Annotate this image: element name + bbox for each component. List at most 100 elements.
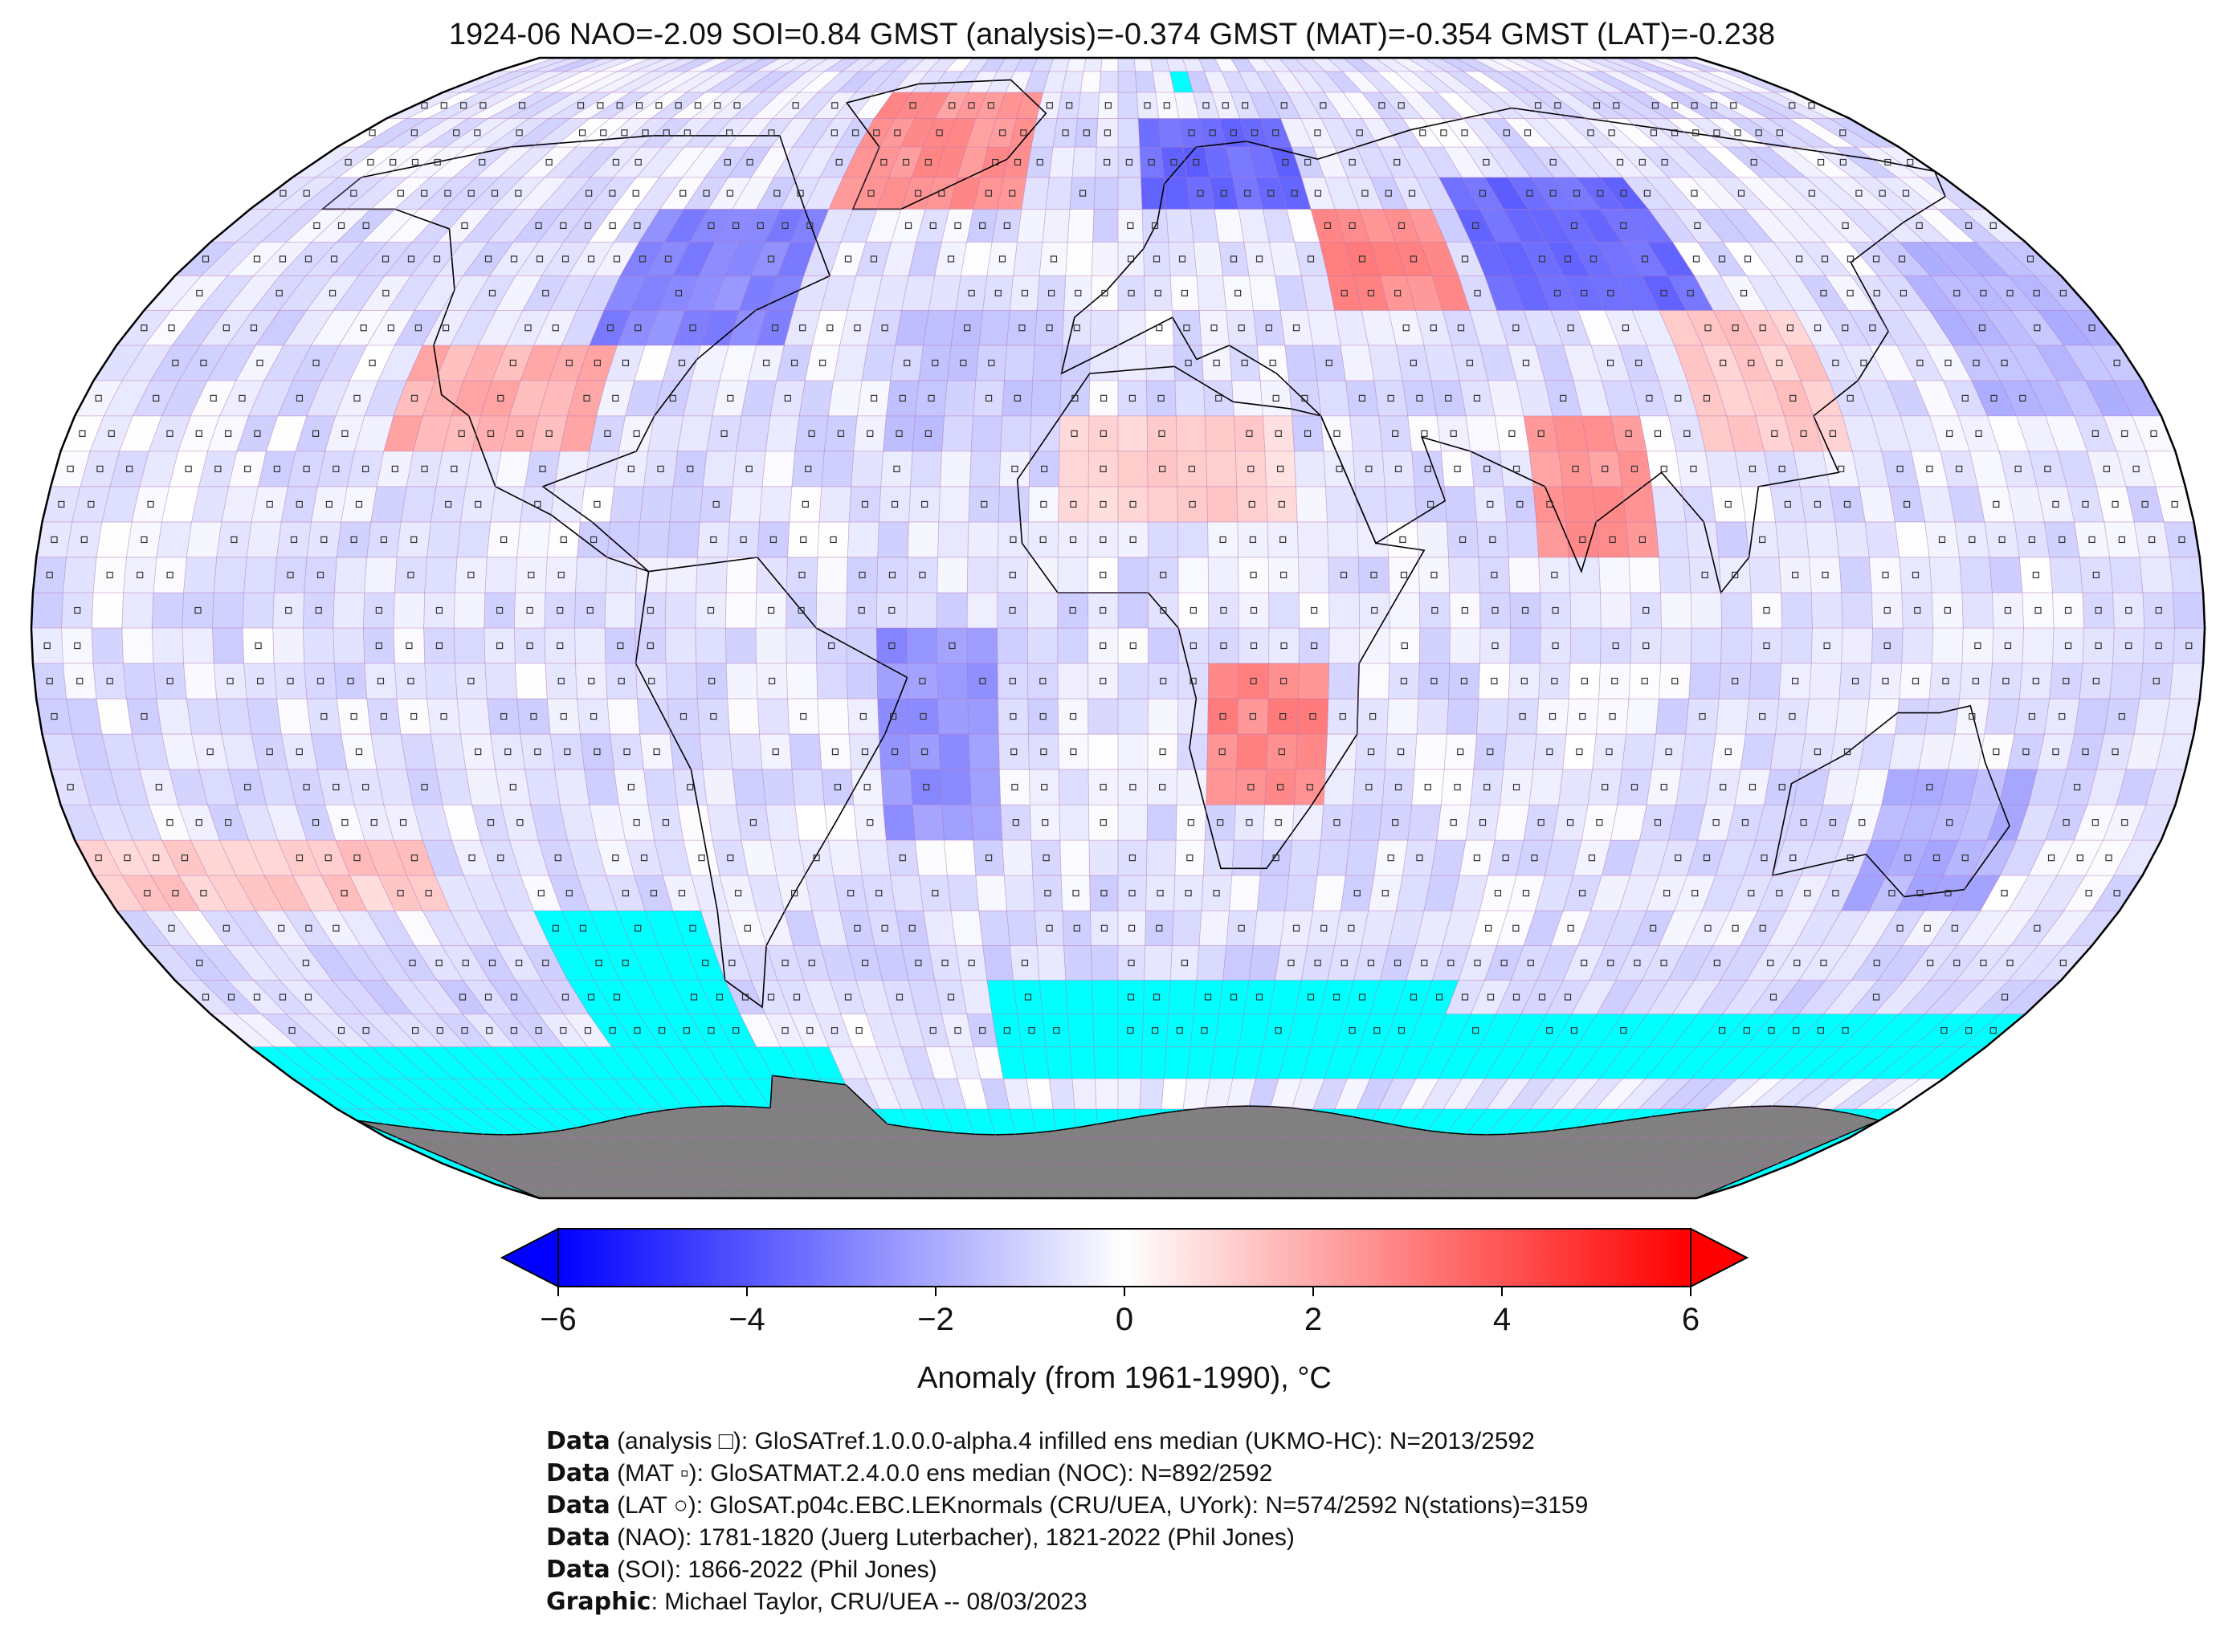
station-marker <box>968 959 975 967</box>
station-marker <box>560 712 567 720</box>
grid-cell <box>332 242 387 276</box>
grid-cell <box>1002 840 1033 876</box>
grid-cell <box>2083 593 2115 628</box>
grid-cell <box>607 521 640 557</box>
grid-cell <box>457 521 491 557</box>
station-marker <box>1671 677 1679 685</box>
station-marker <box>1255 993 1263 1001</box>
grid-cell <box>732 92 781 119</box>
grid-cell <box>967 521 999 557</box>
grid-cell <box>370 1046 431 1079</box>
station-marker <box>1776 129 1783 137</box>
station-marker <box>773 190 781 197</box>
grid-cell <box>2016 415 2059 451</box>
station-marker <box>768 677 776 685</box>
grid-cell <box>1540 628 1571 663</box>
station-marker <box>1339 712 1346 720</box>
grid-cell <box>1343 92 1382 119</box>
grid-cell <box>1077 92 1100 119</box>
station-marker <box>1039 712 1047 720</box>
grid-cell <box>919 345 952 381</box>
grid-cell <box>1980 875 2029 911</box>
station-marker <box>798 571 806 579</box>
station-marker <box>1883 642 1891 650</box>
credit-line: Data (LAT ○): GloSAT.p04c.EBC.LEKnormals… <box>546 1491 1589 1519</box>
grid-cell <box>1118 275 1145 311</box>
grid-cell <box>139 769 178 806</box>
grid-cell <box>900 1046 935 1079</box>
grid-cell <box>1219 118 1248 148</box>
station-marker <box>1387 855 1394 862</box>
grid-cell <box>443 1046 500 1079</box>
grid-cell <box>2058 769 2097 806</box>
grid-cell <box>2079 663 2113 699</box>
station-marker <box>1512 993 1520 1001</box>
station-marker <box>253 993 261 1001</box>
station-marker <box>515 190 522 197</box>
grid-cell <box>1714 1046 1769 1079</box>
grid-cell <box>501 415 539 451</box>
station-marker <box>1789 712 1796 720</box>
grid-cell <box>1441 769 1474 806</box>
grid-cell <box>759 486 792 522</box>
grid-cell <box>1118 840 1148 876</box>
grid-cell <box>937 521 969 557</box>
station-marker <box>434 158 441 166</box>
grid-cell <box>1030 805 1060 841</box>
grid-cell <box>1334 310 1369 345</box>
grid-cell <box>361 209 419 243</box>
grid-cell <box>510 1108 569 1138</box>
grid-cell <box>467 177 522 210</box>
grid-cell <box>875 58 909 71</box>
grid-cell <box>1273 71 1306 92</box>
station-marker <box>1692 255 1700 263</box>
grid-cell <box>1395 980 1433 1014</box>
station-marker <box>74 606 81 614</box>
station-marker <box>1956 465 1963 473</box>
grid-cell <box>1899 557 1932 593</box>
grid-cell <box>794 415 829 451</box>
grid-cell <box>2074 805 2117 841</box>
grid-cell <box>2019 663 2053 699</box>
grid-cell <box>1359 58 1395 71</box>
grid-cell <box>1682 1079 1737 1109</box>
grid-cell <box>1829 177 1890 210</box>
grid-cell <box>1335 1079 1371 1109</box>
station-marker <box>1100 394 1108 402</box>
station-marker <box>1566 819 1574 826</box>
station-marker <box>1249 712 1256 720</box>
station-marker <box>791 889 798 897</box>
station-marker <box>1291 190 1298 197</box>
grid-cell <box>1755 415 1794 451</box>
grid-cell <box>1719 663 1752 699</box>
station-marker <box>586 190 593 197</box>
grid-cell <box>1630 840 1669 876</box>
station-marker <box>2033 289 2040 297</box>
station-marker <box>710 712 717 720</box>
grid-cell <box>1118 911 1146 946</box>
station-marker <box>362 222 369 230</box>
grid-cell <box>830 242 867 276</box>
grid-cell <box>358 118 427 148</box>
grid-cell <box>912 1079 945 1109</box>
grid-cell <box>274 557 307 593</box>
station-marker <box>537 889 545 897</box>
grid-cell <box>1871 593 1904 628</box>
grid-cell <box>1646 118 1704 148</box>
grid-cell <box>1959 663 1993 699</box>
station-marker <box>475 748 482 756</box>
grid-cell <box>1010 945 1040 981</box>
station-marker <box>1572 465 1579 473</box>
station-marker <box>410 129 418 137</box>
station-marker <box>320 536 328 544</box>
station-marker <box>781 959 789 967</box>
station-marker <box>1454 783 1461 791</box>
grid-cell <box>1402 380 1437 416</box>
grid-cell <box>1194 980 1223 1014</box>
station-marker <box>579 924 586 932</box>
station-marker <box>658 1026 666 1034</box>
grid-cell <box>488 209 540 243</box>
station-marker <box>941 959 949 967</box>
grid-cell <box>1279 58 1308 71</box>
grid-cell <box>545 557 577 593</box>
